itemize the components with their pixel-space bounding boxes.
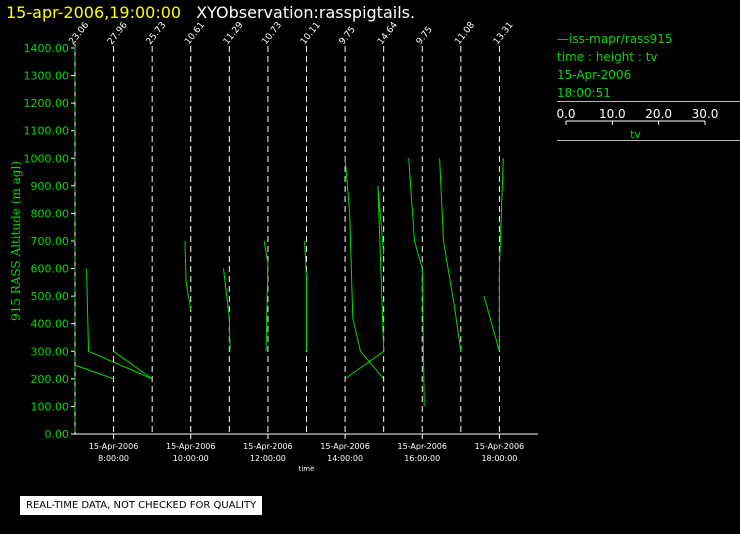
y-tick-label: 1000.00	[24, 152, 70, 165]
profile-trace	[223, 268, 231, 352]
y-tick-label: 400.00	[31, 318, 70, 331]
y-tick-label: 1200.00	[24, 97, 70, 110]
legend: —iss-mapr/rass915 time : height : tv 15-…	[557, 30, 740, 102]
x-tick-time-label: 10:00:00	[173, 454, 209, 463]
y-tick-label: 0.00	[45, 428, 70, 441]
x-tick-date-label: 15-Apr-2006	[320, 442, 369, 451]
profile-label: 13.31	[492, 20, 516, 46]
y-tick-label: 200.00	[31, 373, 70, 386]
observation-timestamp: 15-apr-2006,19:00:00	[6, 3, 182, 22]
x-tick-time-label: 18:00:00	[481, 454, 517, 463]
profile-trace	[304, 240, 307, 352]
y-tick-label: 1400.00	[24, 42, 70, 55]
profile-label: 14.64	[376, 20, 400, 47]
profile-label: 9.75	[415, 25, 435, 47]
profile-trace	[483, 158, 504, 352]
chart-header: 15-apr-2006,19:00:00 XYObservation:rassp…	[6, 3, 415, 22]
y-tick-label: 500.00	[31, 290, 70, 303]
x-tick-date-label: 15-Apr-2006	[243, 442, 292, 451]
legend-date: 15-Apr-2006	[557, 68, 632, 82]
legend-series: —iss-mapr/rass915	[557, 32, 673, 46]
y-tick-label: 1100.00	[24, 125, 70, 138]
x-tick-date-label: 15-Apr-2006	[89, 442, 138, 451]
legend-tv-scale: 0.0 10.0 20.0 30.0 tv	[557, 107, 719, 140]
profile-label: 23.06	[67, 20, 91, 47]
x-tick-time-label: 16:00:00	[404, 454, 440, 463]
y-tick-label: 900.00	[31, 180, 70, 193]
x-tick-date-label: 15-Apr-2006	[398, 442, 447, 451]
y-tick-label: 800.00	[31, 207, 70, 220]
x-tick-time-label: 14:00:00	[327, 454, 363, 463]
profile-label: 27.96	[106, 20, 130, 47]
legend-divider	[557, 140, 740, 141]
profile-label: 11.29	[222, 20, 246, 47]
profile-trace	[113, 350, 153, 380]
profile-trace	[344, 185, 385, 380]
profile-trace	[344, 158, 385, 380]
profile-trace	[408, 158, 425, 407]
y-tick-label: 100.00	[31, 400, 70, 413]
profile-label: 10.61	[183, 20, 207, 46]
legend-fields: time : height : tv	[557, 50, 658, 64]
legend-scale-tick-label: 10.0	[599, 107, 626, 121]
profile-label: 11.08	[453, 20, 477, 47]
profile-trace	[263, 240, 269, 352]
x-tick-time-label: 12:00:00	[250, 454, 286, 463]
legend-scale-tick-label: 20.0	[645, 107, 672, 121]
profile-trace	[184, 240, 192, 310]
profile-label: 9.75	[338, 25, 358, 47]
x-tick-date-label: 15-Apr-2006	[166, 442, 215, 451]
legend-scale-tick-label: 30.0	[692, 107, 719, 121]
profile-label: 25.73	[145, 20, 169, 46]
legend-divider	[557, 101, 740, 102]
y-tick-label: 600.00	[31, 263, 70, 276]
legend-scale-tick-label: 0.0	[557, 107, 576, 121]
profile-trace	[74, 364, 114, 380]
x-tick-date-label: 15-Apr-2006	[475, 442, 524, 451]
y-tick-label: 300.00	[31, 345, 70, 358]
legend-time: 18:00:51	[557, 86, 611, 100]
profile-trace	[86, 268, 153, 380]
y-tick-label: 1300.00	[24, 70, 70, 83]
y-axis-label: 915 RASS Altitude (m agl)	[9, 161, 23, 321]
profile-label: 10.11	[299, 20, 323, 46]
quality-notice: REAL-TIME DATA, NOT CHECKED FOR QUALITY	[20, 496, 263, 515]
legend-scale-label: tv	[630, 128, 641, 140]
observation-title: XYObservation:rasspigtails.	[196, 3, 416, 22]
profile-label: 10.73	[260, 20, 284, 46]
profile-trace	[439, 158, 462, 352]
y-tick-label: 700.00	[31, 235, 70, 248]
x-axis-label: time	[299, 465, 315, 473]
x-tick-time-label: 8:00:00	[98, 454, 129, 463]
